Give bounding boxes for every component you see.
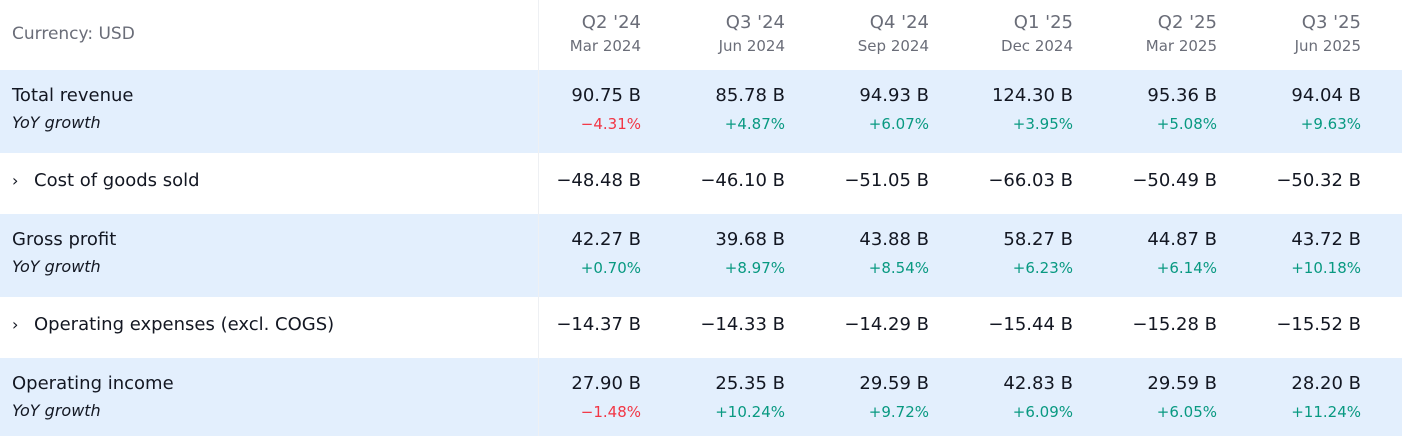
value-cell: −51.05 B	[844, 170, 929, 191]
value-cell: 29.59 B	[1147, 373, 1217, 394]
growth-cell: +4.87%	[724, 115, 785, 133]
value-cell: 43.88 B	[859, 229, 929, 250]
value-cell: 124.30 B	[991, 85, 1073, 106]
growth-cell: +8.97%	[724, 259, 785, 277]
value-cell: −14.37 B	[556, 314, 641, 335]
period-quarter: Q1 '25	[1013, 12, 1073, 33]
row-label[interactable]: › Operating expenses (excl. COGS)	[12, 314, 334, 335]
table-row: Total revenue 90.75 B 85.78 B 94.93 B 124.30…	[0, 70, 1402, 153]
value-cell: 39.68 B	[715, 229, 785, 250]
growth-cell: +8.54%	[868, 259, 929, 277]
period-date: Jun 2025	[1294, 37, 1361, 55]
table-row: Operating income 27.90 B 25.35 B 29.59 B 42.…	[0, 358, 1402, 436]
growth-cell: +6.23%	[1012, 259, 1073, 277]
period-header: Q2 '24 Mar 2024	[521, 12, 641, 56]
growth-cell: +3.95%	[1012, 115, 1073, 133]
growth-cell: +6.05%	[1156, 403, 1217, 421]
value-cell: 28.20 B	[1291, 373, 1361, 394]
growth-cell: +10.18%	[1291, 259, 1361, 277]
value-cell: 90.75 B	[571, 85, 641, 106]
growth-cell: +9.72%	[868, 403, 929, 421]
table-header: Currency: USD Q2 '24 Mar 2024 Q3 '24 Jun 20…	[0, 0, 1402, 70]
row-label: Gross profit	[12, 229, 116, 250]
row-label[interactable]: › Cost of goods sold	[12, 170, 200, 191]
growth-cell: +10.24%	[715, 403, 785, 421]
period-header: Q1 '25 Dec 2024	[953, 12, 1073, 56]
row-label-text: Cost of goods sold	[34, 170, 200, 191]
value-cell: 94.93 B	[859, 85, 929, 106]
period-date: Sep 2024	[857, 37, 929, 55]
value-cell: 42.27 B	[571, 229, 641, 250]
value-cell: 85.78 B	[715, 85, 785, 106]
value-cell: 25.35 B	[715, 373, 785, 394]
row-label-text: Operating expenses (excl. COGS)	[34, 314, 335, 335]
growth-cell: −4.31%	[580, 115, 641, 133]
yoy-growth-label: YoY growth	[12, 113, 101, 132]
growth-cell: +6.07%	[868, 115, 929, 133]
value-cell: 29.59 B	[859, 373, 929, 394]
row-label-text: Operating income	[12, 373, 174, 394]
period-header: Q3 '24 Jun 2024	[665, 12, 785, 56]
period-quarter: Q4 '24	[869, 12, 929, 33]
value-cell: −15.52 B	[1276, 314, 1361, 335]
yoy-growth-label: YoY growth	[12, 401, 101, 420]
value-cell: −14.33 B	[700, 314, 785, 335]
period-date: Mar 2024	[569, 37, 641, 55]
period-header: Q4 '24 Sep 2024	[809, 12, 929, 56]
row-label-text: Gross profit	[12, 229, 117, 250]
period-date: Mar 2025	[1145, 37, 1217, 55]
table-row[interactable]: › Cost of goods sold −48.48 B −46.10 B −51.0…	[0, 153, 1402, 214]
column-divider	[538, 0, 539, 436]
period-date: Jun 2024	[718, 37, 785, 55]
growth-cell: +11.24%	[1291, 403, 1361, 421]
value-cell: −14.29 B	[844, 314, 929, 335]
growth-cell: −1.48%	[580, 403, 641, 421]
value-cell: −48.48 B	[556, 170, 641, 191]
growth-cell: +5.08%	[1156, 115, 1217, 133]
period-quarter: Q2 '24	[581, 12, 641, 33]
value-cell: 94.04 B	[1291, 85, 1361, 106]
growth-cell: +6.14%	[1156, 259, 1217, 277]
period-date: Dec 2024	[1001, 37, 1073, 55]
period-quarter: Q3 '24	[725, 12, 785, 33]
yoy-growth-label: YoY growth	[12, 257, 101, 276]
value-cell: 42.83 B	[1003, 373, 1073, 394]
table-row: Gross profit 42.27 B 39.68 B 43.88 B 58.27 B…	[0, 214, 1402, 297]
value-cell: −50.32 B	[1276, 170, 1361, 191]
row-label-text: Total revenue	[12, 85, 134, 106]
growth-cell: +6.09%	[1012, 403, 1073, 421]
growth-cell: +0.70%	[580, 259, 641, 277]
growth-cell: +9.63%	[1300, 115, 1361, 133]
period-quarter: Q2 '25	[1157, 12, 1217, 33]
period-header: Q2 '25 Mar 2025	[1097, 12, 1217, 56]
period-header: Q3 '25 Jun 2025	[1241, 12, 1361, 56]
row-label: Operating income	[12, 373, 174, 394]
currency-label: Currency: USD	[12, 24, 135, 44]
value-cell: 58.27 B	[1003, 229, 1073, 250]
row-label: Total revenue	[12, 85, 133, 106]
table-row[interactable]: › Operating expenses (excl. COGS) −14.37 B…	[0, 297, 1402, 358]
chevron-right-icon[interactable]: ›	[12, 315, 19, 334]
value-cell: 43.72 B	[1291, 229, 1361, 250]
value-cell: 95.36 B	[1147, 85, 1217, 106]
value-cell: −15.28 B	[1132, 314, 1217, 335]
period-quarter: Q3 '25	[1301, 12, 1361, 33]
chevron-right-icon[interactable]: ›	[12, 171, 19, 190]
value-cell: −50.49 B	[1132, 170, 1217, 191]
value-cell: 44.87 B	[1147, 229, 1217, 250]
value-cell: 27.90 B	[571, 373, 641, 394]
value-cell: −15.44 B	[988, 314, 1073, 335]
value-cell: −66.03 B	[988, 170, 1073, 191]
value-cell: −46.10 B	[700, 170, 785, 191]
